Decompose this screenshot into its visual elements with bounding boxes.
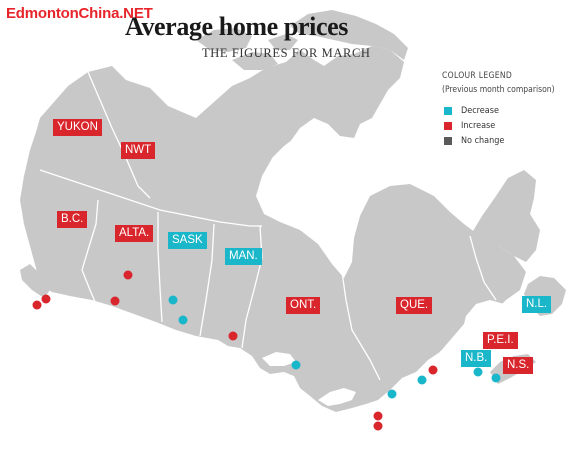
city-dot (428, 365, 438, 375)
legend-item-no-change: No change (442, 133, 578, 148)
province-label-que: QUE. (396, 297, 433, 314)
arctic-island-mid (232, 52, 278, 70)
city-dot (178, 315, 188, 325)
province-label-pei: P.E.I. (483, 332, 518, 349)
landmass (20, 10, 566, 412)
city-dot (373, 411, 383, 421)
province-label-nwt: NWT (121, 142, 156, 159)
city-dot (32, 300, 42, 310)
city-dot (417, 375, 427, 385)
legend-subtitle: (Previous month comparison) (442, 85, 555, 95)
city-dot (373, 421, 383, 431)
province-label-nb: N.B. (461, 350, 492, 367)
province-label-yukon: YUKON (53, 119, 102, 136)
arctic-island-west (196, 28, 252, 52)
legend-title: COLOUR LEGEND (442, 71, 513, 81)
page-title: Average home prices (125, 12, 348, 41)
legend-label-increase: Increase (461, 120, 496, 131)
province-label-nl: N.L. (522, 296, 552, 313)
lake-superior (262, 352, 296, 366)
gulf-st-lawrence (460, 300, 520, 348)
arctic-island-east (268, 34, 298, 50)
border-nb-que (439, 345, 471, 353)
province-label-man: MAN. (225, 248, 262, 265)
legend-item-increase: Increase (442, 118, 578, 133)
city-dot (110, 296, 120, 306)
border-ont-que (341, 271, 381, 381)
legend-swatch-decrease (444, 106, 452, 115)
border-alta-sask (157, 212, 163, 323)
city-dot (491, 373, 501, 383)
border-north-line (39, 169, 262, 227)
province-label-ns: N.S. (503, 357, 534, 374)
border-bc-alta (81, 199, 99, 305)
baffin-island (290, 10, 408, 60)
labrador (470, 170, 540, 262)
city-dot (123, 270, 133, 280)
legend-label-no-change: No change (461, 135, 505, 146)
provincial-borders (39, 71, 497, 381)
james-bay (330, 236, 344, 272)
legend-swatch-increase (444, 121, 452, 130)
great-lakes (318, 388, 356, 406)
vancouver-island (20, 264, 50, 298)
watermark: EdmontonChina.NET (6, 5, 153, 22)
city-dot (387, 389, 397, 399)
border-que-lab (469, 235, 497, 301)
mainland-canada (20, 46, 526, 412)
colour-legend: COLOUR LEGEND (Previous month comparison… (442, 71, 578, 148)
city-dot (41, 294, 51, 304)
hudson-bay (260, 124, 362, 250)
province-label-ont: ONT. (286, 297, 321, 314)
page-subtitle: THE FIGURES FOR MARCH (202, 46, 371, 60)
legend-item-decrease: Decrease (442, 103, 578, 118)
province-label-alta: ALTA. (115, 225, 154, 242)
legend-label-decrease: Decrease (461, 105, 499, 116)
border-yukon-nwt (87, 71, 151, 199)
province-label-bc: B.C. (57, 211, 88, 228)
border-man-ont (241, 225, 263, 349)
city-dot (473, 367, 483, 377)
city-dot (168, 295, 178, 305)
city-dot (228, 331, 238, 341)
province-label-sask: SASK (168, 232, 207, 249)
border-sask-man (199, 223, 215, 337)
legend-swatch-no-change (444, 136, 452, 145)
water-bodies (260, 124, 520, 406)
city-dot (291, 360, 301, 370)
